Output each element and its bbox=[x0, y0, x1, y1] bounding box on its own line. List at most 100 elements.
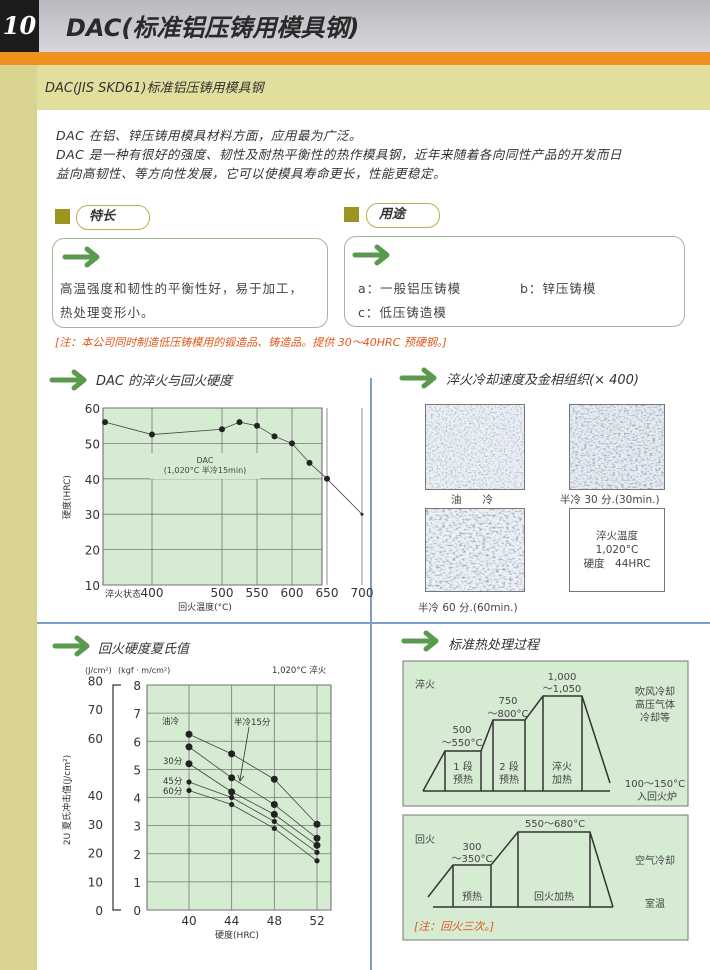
y-tick-label: 20 bbox=[85, 544, 100, 558]
x-tick-label: 48 bbox=[267, 914, 282, 928]
annotation-bg bbox=[150, 453, 260, 479]
data-point bbox=[185, 743, 193, 751]
micrograph-half-cooled-30min bbox=[569, 404, 665, 490]
quench-panel bbox=[402, 660, 689, 807]
data-point bbox=[149, 431, 155, 438]
y-tick-label: 5 bbox=[133, 763, 141, 777]
data-point bbox=[271, 818, 277, 825]
left-margin-strip bbox=[0, 65, 37, 970]
data-point bbox=[289, 440, 295, 447]
temp-label: 500 bbox=[452, 725, 471, 736]
features-box bbox=[52, 238, 328, 328]
unit-left: (J/cm²) bbox=[85, 666, 112, 675]
orange-band bbox=[0, 52, 710, 65]
temp-label: 1,000 bbox=[548, 672, 577, 683]
data-point bbox=[314, 849, 320, 855]
data-point bbox=[236, 419, 243, 426]
info-line: 硬度 44HRC bbox=[583, 558, 651, 570]
section-title-hardness: DAC 的淬火与回火硬度 bbox=[96, 374, 233, 389]
data-point bbox=[185, 730, 193, 738]
end-label: 室温 bbox=[645, 897, 665, 910]
y-tick-label: 1 bbox=[133, 876, 141, 890]
x-tick-label: 550 bbox=[246, 586, 269, 600]
micrograph-half-cooled-60min bbox=[425, 508, 525, 592]
data-point bbox=[271, 433, 278, 440]
y-axis-label: 硬度(HRC) bbox=[61, 475, 73, 519]
stage-label: 加热 bbox=[552, 773, 572, 786]
section-title-micro: 淬火冷却速度及金相组织(× 400) bbox=[446, 373, 639, 388]
divider-vertical bbox=[370, 378, 372, 970]
temper-panel bbox=[402, 814, 689, 941]
series-label: 60分 bbox=[163, 787, 183, 797]
y-left-tick-label: 40 bbox=[88, 789, 103, 803]
use-b: b：锌压铸模 bbox=[520, 281, 597, 296]
x-tick-label: 650 bbox=[316, 586, 339, 600]
cooling-label: 吹风冷却 bbox=[635, 685, 675, 698]
y-left-tick-label: 10 bbox=[88, 875, 103, 889]
header-band bbox=[0, 0, 710, 52]
x-tick-label: 400 bbox=[141, 586, 164, 600]
micrograph-oil-cooled bbox=[425, 404, 525, 490]
end-label: 100～150°C bbox=[625, 779, 685, 790]
series-line bbox=[188, 763, 318, 846]
x-tick-label: 52 bbox=[309, 914, 324, 928]
data-point bbox=[270, 801, 278, 809]
cooling-label: 高压气体 bbox=[635, 698, 675, 711]
quench-label: 淬火 bbox=[415, 678, 435, 691]
stage-label: 回火加热 bbox=[534, 890, 574, 903]
stage-label: 淬火 bbox=[552, 760, 572, 773]
y-tick-label: 10 bbox=[85, 579, 100, 593]
data-point bbox=[271, 825, 277, 832]
info-line: 1,020°C bbox=[595, 544, 639, 556]
y-left-tick-label: 0 bbox=[95, 904, 103, 918]
y-tick-label: 50 bbox=[85, 437, 100, 451]
data-point bbox=[228, 750, 236, 758]
plot-area bbox=[102, 407, 323, 586]
temp-label: 750 bbox=[498, 696, 517, 707]
x-tick-label: 淬火状态 bbox=[105, 588, 141, 600]
data-point bbox=[270, 810, 278, 818]
data-point bbox=[219, 426, 225, 433]
series-label: 30分 bbox=[163, 757, 183, 767]
x-tick-label: 700 bbox=[351, 586, 374, 600]
section-title-impact: 回火硬度夏氏值 bbox=[98, 642, 190, 657]
end-label: 入回火炉 bbox=[637, 791, 677, 803]
y-tick-label: 2 bbox=[133, 848, 141, 862]
data-point bbox=[254, 422, 260, 429]
x-axis-label: 硬度(HRC) bbox=[215, 929, 259, 941]
features-line: 高温强度和韧性的平衡性好，易于加工， bbox=[60, 281, 304, 296]
y-tick-label: 4 bbox=[133, 792, 141, 806]
cooling-label: 空气冷却 bbox=[635, 854, 675, 867]
y-tick-label: 0 bbox=[133, 904, 141, 918]
stage-label: 预热 bbox=[453, 773, 473, 786]
y-tick-label: 8 bbox=[133, 679, 141, 693]
y-tick-label: 60 bbox=[85, 402, 100, 416]
series-line bbox=[188, 746, 318, 839]
data-point bbox=[313, 820, 321, 828]
intro-line: DAC 是一种有很好的强度、韧性及耐热平衡性的热作模具钢，近年来随着各向同性产品… bbox=[56, 147, 622, 162]
arrow-icon bbox=[399, 367, 437, 389]
section-title-process: 标准热处理过程 bbox=[448, 638, 540, 653]
y-tick-label: 6 bbox=[133, 735, 141, 749]
info-line: 淬火温度 bbox=[596, 530, 638, 542]
temp-label: ～350°C bbox=[451, 854, 492, 865]
axis-bracket bbox=[112, 684, 121, 911]
features-line: 热处理变形小。 bbox=[60, 305, 155, 320]
y-left-tick-label: 80 bbox=[88, 674, 103, 688]
series-line bbox=[188, 733, 318, 825]
series-label: 油冷 bbox=[162, 716, 180, 727]
temper-label: 回火 bbox=[415, 834, 435, 846]
chart-annotation: (1,020°C 半冷15min) bbox=[164, 465, 247, 475]
data-point bbox=[102, 419, 108, 426]
temper-note: [注：回火三次。] bbox=[414, 920, 494, 933]
data-point bbox=[228, 774, 236, 782]
temp-label: ～550°C bbox=[441, 738, 482, 749]
temper-profile bbox=[427, 831, 614, 908]
x-tick-label: 40 bbox=[181, 914, 196, 928]
series-line bbox=[188, 781, 318, 853]
quench-profile bbox=[422, 695, 611, 792]
x-axis-label: 回火温度(°C) bbox=[178, 601, 232, 613]
divider-horizontal bbox=[37, 622, 710, 624]
